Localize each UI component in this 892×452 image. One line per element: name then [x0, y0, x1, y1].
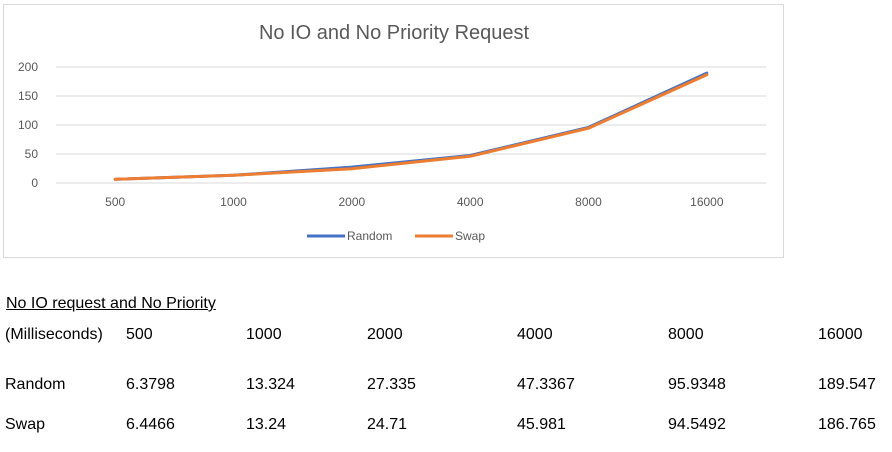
- table-cell: 47.3367: [517, 376, 575, 393]
- chart-title: No IO and No Priority Request: [259, 22, 530, 44]
- table-row-random: Random 6.3798 13.324 27.335 47.3367 95.9…: [0, 376, 892, 400]
- legend-label-swap: Swap: [455, 229, 485, 243]
- table-cell: 45.981: [517, 416, 566, 433]
- line-chart: No IO and No Priority Request 0 50 100 150 2…: [18, 22, 766, 243]
- data-point-swap: [705, 73, 709, 76]
- data-point-swap: [113, 178, 117, 181]
- header-cell: 2000: [367, 326, 403, 343]
- legend-label-random: Random: [347, 229, 392, 243]
- header-cell: 16000: [818, 326, 863, 343]
- y-tick-label: 0: [31, 176, 38, 190]
- data-point-swap: [232, 174, 235, 177]
- chart-area: No IO and No Priority Request 0 50 100 150 2…: [3, 4, 784, 258]
- x-tick-label: 500: [105, 195, 125, 209]
- y-tick-label: 100: [18, 118, 38, 132]
- data-point-swap: [587, 126, 590, 130]
- data-point-swap: [350, 167, 354, 170]
- table-cell: 24.71: [367, 416, 408, 433]
- series-lines: [113, 71, 709, 181]
- y-tick-label: 150: [18, 89, 38, 103]
- table-title: No IO request and No Priority: [6, 295, 216, 312]
- x-tick-label: 1000: [220, 195, 247, 209]
- legend: Random Swap: [307, 229, 485, 243]
- table-cell: 186.765: [818, 416, 876, 433]
- header-cell: 1000: [246, 326, 282, 343]
- y-tick-label: 200: [18, 60, 38, 74]
- series-line-swap: [113, 73, 709, 181]
- table-row-swap: Swap 6.4466 13.24 24.71 45.981 94.5492 1…: [0, 416, 892, 440]
- x-tick-label: 2000: [338, 195, 365, 209]
- row-label: Swap: [5, 416, 46, 433]
- table-cell: 94.5492: [668, 416, 726, 433]
- x-tick-label: 8000: [575, 195, 602, 209]
- table-cell: 6.3798: [126, 376, 175, 393]
- header-cell: 500: [126, 326, 153, 343]
- header-cell: (Milliseconds): [5, 326, 103, 343]
- x-tick-label: 4000: [457, 195, 484, 209]
- table-cell: 13.24: [246, 416, 287, 433]
- y-axis-ticks: 0 50 100 150 200: [18, 60, 38, 190]
- x-tick-label: 16000: [690, 195, 724, 209]
- header-cell: 8000: [668, 326, 704, 343]
- header-cell: 4000: [517, 326, 553, 343]
- table-cell: 189.547: [818, 376, 876, 393]
- table-cell: 6.4466: [126, 416, 175, 433]
- gridlines: [56, 66, 766, 184]
- table-cell: 27.335: [367, 376, 416, 393]
- x-axis-ticks: 500 1000 2000 4000 8000 16000: [105, 195, 724, 209]
- table-cell: 95.9348: [668, 376, 726, 393]
- y-tick-label: 50: [25, 147, 39, 161]
- data-point-swap: [468, 155, 472, 158]
- row-label: Random: [5, 376, 66, 393]
- table-cell: 13.324: [246, 376, 295, 393]
- table-header-row: (Milliseconds) 500 1000 2000 4000 8000 1…: [0, 326, 892, 350]
